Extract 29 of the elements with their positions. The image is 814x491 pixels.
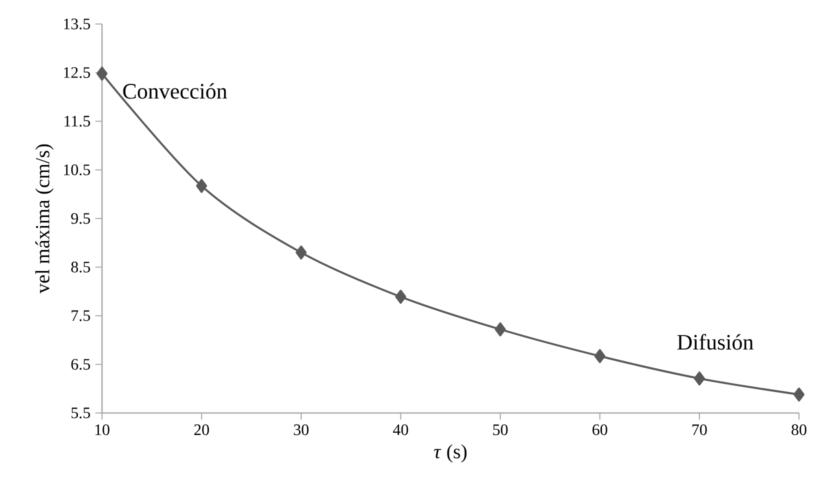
x-tick-label: 70 (692, 424, 707, 436)
y-tick-label: 5.5 (72, 408, 90, 418)
annotation: Convección (123, 83, 228, 99)
y-tick-label: 13.5 (64, 18, 90, 30)
y-axis-title: vel máxima (cm/s) (35, 144, 54, 294)
point (793, 388, 804, 402)
point (296, 246, 307, 260)
y-tick-label: 6.5 (71, 358, 90, 370)
point (694, 371, 705, 386)
y-tick-label: 7.5 (72, 310, 90, 322)
x-tick-label: 10 (95, 424, 110, 436)
point (594, 349, 606, 364)
y-tick-label: 9.5 (71, 213, 90, 224)
x-tick-label: 60 (592, 424, 608, 436)
x-tick-label: 20 (194, 424, 209, 436)
annotation: Difusión (677, 334, 754, 350)
x-axis-title: τ (s) (434, 444, 467, 462)
y-tick-label: 8.5 (71, 262, 90, 273)
x-tick-label: 50 (493, 424, 508, 436)
x-tick-label: 30 (294, 424, 309, 436)
x-tick-label: 40 (393, 424, 408, 436)
y-tick-label: 10.5 (64, 164, 90, 176)
point (395, 290, 406, 304)
x-tick-label: 80 (792, 424, 806, 436)
y-tick-label: 11.5 (64, 116, 90, 127)
point (494, 322, 506, 336)
point (96, 66, 108, 81)
point (196, 178, 208, 193)
y-tick-label: 12.5 (64, 67, 90, 78)
